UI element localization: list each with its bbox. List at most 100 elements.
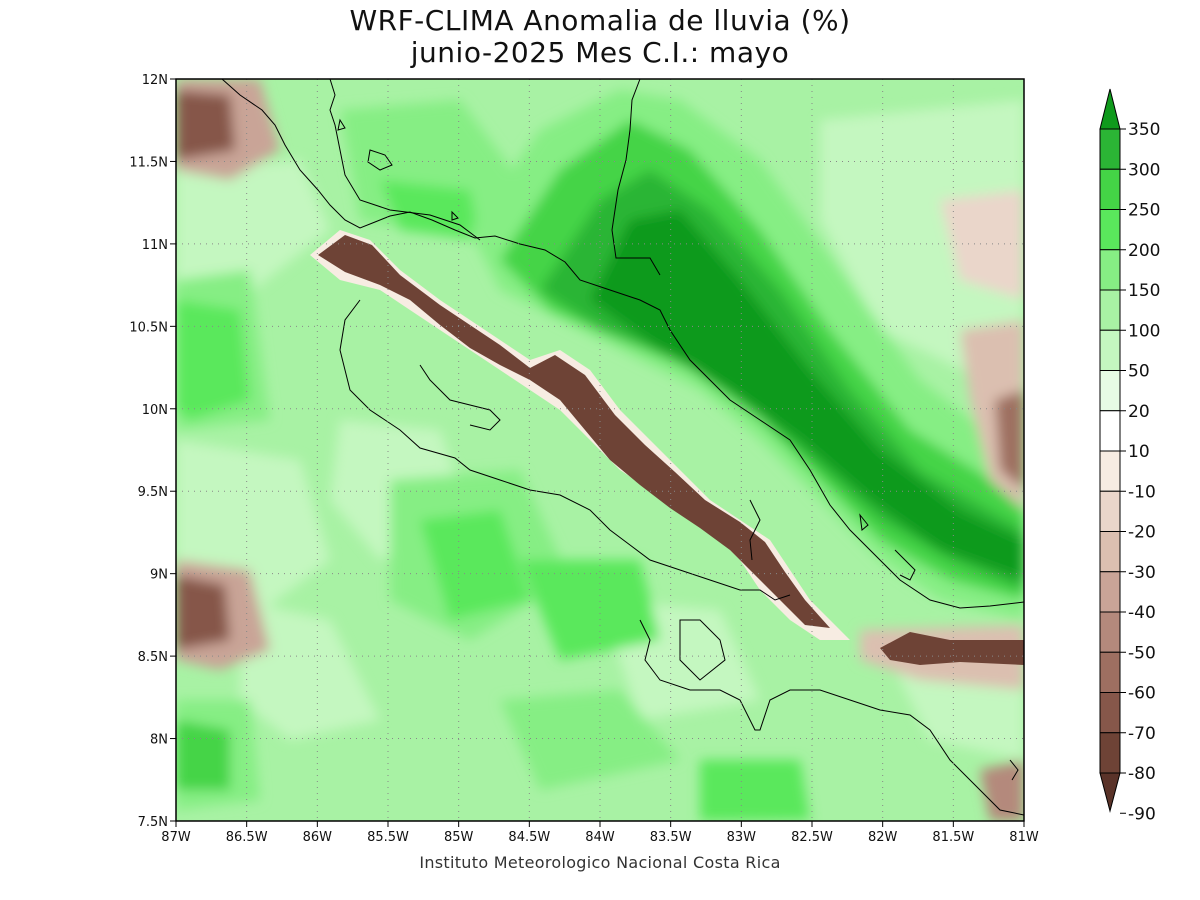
- x-tick-label: 81W: [1009, 830, 1039, 845]
- field-patch: [240, 600, 380, 740]
- ridge-core: [880, 632, 1024, 665]
- field-patch: [820, 100, 1024, 400]
- colorbar-label: -70: [1128, 724, 1156, 744]
- x-tick-label: 81.5W: [932, 830, 974, 845]
- colorbar-segment: [1099, 128, 1121, 170]
- colorbar-segment: [1099, 651, 1121, 693]
- colorbar-segment: [1099, 168, 1121, 210]
- field-patch: [176, 720, 230, 790]
- credit-text: Instituto Meteorologico Nacional Costa R…: [419, 853, 781, 872]
- field-patch: [176, 575, 230, 650]
- islet: [894, 549, 916, 581]
- border-line: [749, 499, 761, 561]
- y-axis: 12N 11.5N 11N 10.5N 10N 9.5N 9N 8.5N 8N 7.5N: [129, 73, 176, 830]
- colorbar-segment: [1099, 490, 1121, 532]
- lake-nicaragua-edge: [329, 79, 481, 241]
- x-tick-label: 82W: [868, 830, 898, 845]
- y-tick-label: 8N: [150, 733, 168, 748]
- islet: [859, 513, 869, 531]
- colorbar-label: -40: [1128, 603, 1156, 623]
- field-patch: [176, 300, 250, 420]
- field-patch: [590, 210, 1024, 580]
- y-tick-label: 9.5N: [138, 485, 168, 500]
- y-tick-label: 9N: [150, 568, 168, 583]
- islet: [367, 149, 393, 171]
- field-patch: [176, 160, 330, 300]
- colorbar-segment: [1099, 249, 1121, 291]
- pacific-coast-a: [339, 299, 791, 601]
- x-tick-label: 85.5W: [367, 830, 409, 845]
- x-tick-label: 84.5W: [508, 830, 550, 845]
- chart-title-line1: WRF-CLIMA Anomalia de lluvia (%): [349, 4, 851, 37]
- colorbar-arrow-bottom: [1099, 772, 1121, 813]
- field-patch: [980, 760, 1024, 821]
- y-tick-label: 8.5N: [138, 650, 168, 665]
- colorbar-label: -50: [1128, 643, 1156, 663]
- x-tick-label: 85W: [444, 830, 474, 845]
- colorbar-segment: [1099, 410, 1121, 452]
- colorbar-segment: [1099, 732, 1121, 774]
- colorbar-label: -60: [1128, 684, 1156, 704]
- colorbar-segment: [1099, 611, 1121, 653]
- islet: [1009, 759, 1019, 781]
- pacific-coast-b: [639, 619, 1024, 816]
- colorbar-label: -20: [1128, 523, 1156, 543]
- colorbar-label: 200: [1128, 241, 1160, 261]
- colorbar-label: 150: [1128, 281, 1160, 301]
- y-tick-label: 7.5N: [138, 815, 168, 830]
- colorbar-label: 300: [1128, 160, 1160, 180]
- colorbar-segment: [1099, 370, 1121, 412]
- colorbar-label: -80: [1128, 764, 1156, 784]
- anomaly-field: [176, 79, 1024, 821]
- x-tick-label: 83W: [727, 830, 757, 845]
- ridge-core: [318, 235, 830, 628]
- colorbar-label: 100: [1128, 321, 1160, 341]
- field-patch: [520, 560, 660, 660]
- coastlines: [221, 79, 1024, 816]
- nicaragua-coast: [611, 79, 661, 276]
- y-tick-label: 10.5N: [129, 320, 168, 335]
- field-patch: [500, 690, 680, 790]
- x-tick-label: 83.5W: [650, 830, 692, 845]
- colorbar-segment: [1099, 571, 1121, 613]
- colorbar-label: 250: [1128, 201, 1160, 221]
- field-patch: [995, 390, 1024, 490]
- y-tick-label: 11.5N: [129, 155, 168, 170]
- colorbar-label: 50: [1128, 362, 1150, 382]
- colorbar-label: 350: [1128, 120, 1160, 140]
- x-tick-label: 84W: [585, 830, 615, 845]
- nicoya-gulf: [419, 364, 501, 431]
- caribbean-coast: [221, 79, 1024, 609]
- islet: [337, 118, 346, 131]
- y-tick-label: 11N: [142, 238, 168, 253]
- colorbar-arrow-top: [1099, 88, 1121, 130]
- colorbar-segment: [1099, 692, 1121, 734]
- x-tick-label: 87W: [161, 830, 191, 845]
- x-axis: 87W 86.5W 86W 85.5W 85W 84.5W 84W 83.5W 83W 82.5W…: [161, 821, 1039, 845]
- field-patch: [380, 180, 480, 240]
- grid: [176, 79, 1024, 821]
- x-tick-label: 86.5W: [226, 830, 268, 845]
- islet: [451, 210, 459, 221]
- colorbar-label: -10: [1128, 482, 1156, 502]
- colorbar-segment: [1099, 209, 1121, 251]
- field-patch: [940, 190, 1024, 300]
- x-tick-label: 82.5W: [791, 830, 833, 845]
- field-patch: [700, 760, 810, 821]
- colorbar-label: 20: [1128, 402, 1150, 422]
- field-patch: [420, 510, 530, 620]
- x-tick-label: 86W: [303, 830, 333, 845]
- colorbar-label: 10: [1128, 442, 1150, 462]
- y-tick-label: 10N: [142, 403, 168, 418]
- peninsula-osa: [679, 619, 726, 681]
- colorbar-segment: [1099, 329, 1121, 371]
- field-patch: [340, 100, 520, 240]
- ridge-halo: [310, 230, 850, 640]
- colorbar: 350 300 250 200 150 100 50 20 10 -10 -20 -30 -40 -50 -…: [1099, 88, 1160, 824]
- colorbar-segment: [1099, 289, 1121, 331]
- colorbar-label: -90: [1128, 804, 1156, 824]
- field-patch: [176, 90, 235, 160]
- chart-title-line2: junio-2025 Mes C.I.: mayo: [410, 36, 790, 69]
- colorbar-label: -30: [1128, 563, 1156, 583]
